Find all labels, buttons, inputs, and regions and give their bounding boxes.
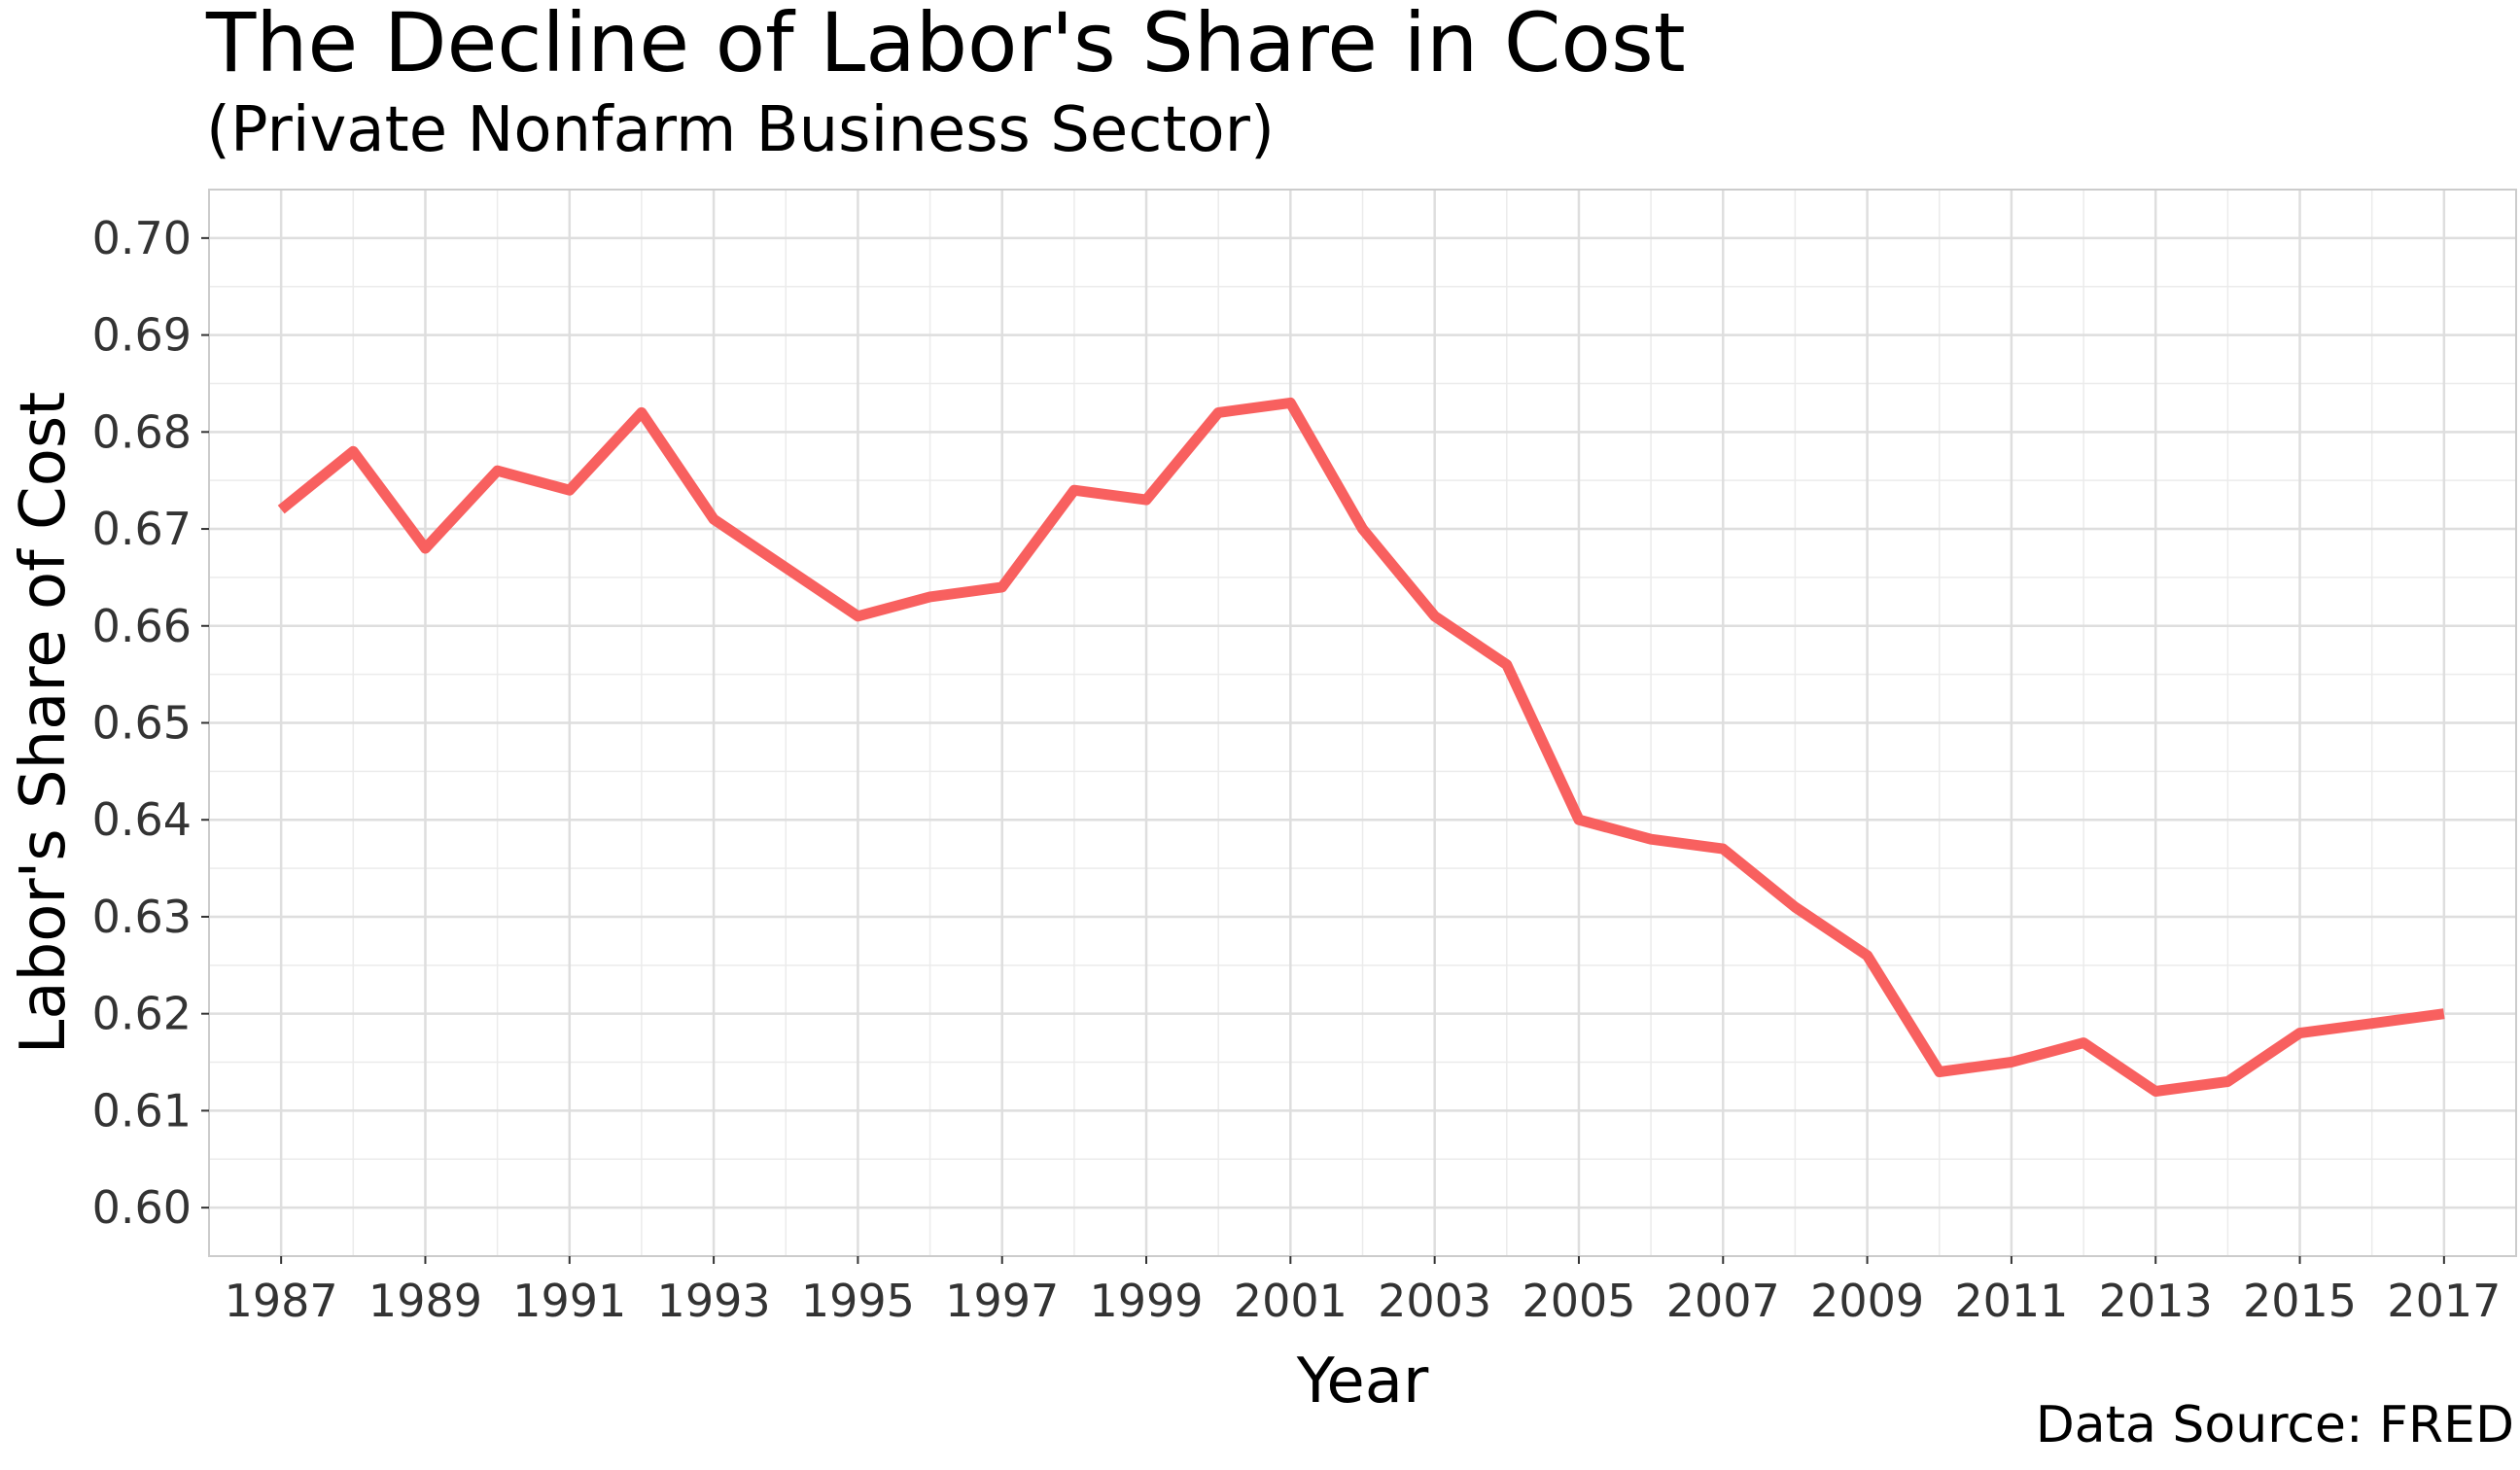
chart-subtitle: (Private Nonfarm Business Sector) [206,94,1275,166]
y-tick-label: 0.63 [92,891,192,943]
x-tick-label: 1999 [1089,1275,1203,1327]
x-tick-label: 1997 [945,1275,1059,1327]
y-tick-label: 0.64 [92,793,192,846]
y-tick-label: 0.60 [92,1181,192,1234]
y-tick-label: 0.65 [92,697,192,750]
series-layer [277,397,2445,1097]
y-axis-title: Labor's Share of Cost [8,392,80,1055]
x-tick-label: 1993 [657,1275,771,1327]
x-tick-label: 2015 [2243,1275,2357,1327]
data-source-caption: Data Source: FRED [2035,1396,2514,1454]
y-tick-label: 0.66 [92,600,192,652]
y-tick-label: 0.67 [92,503,192,555]
x-tick-label: 2009 [1810,1275,1924,1327]
chart-title: The Decline of Labor's Share in Cost [206,0,1686,90]
x-tick-label: 2001 [1234,1275,1348,1327]
x-tick-label: 1995 [801,1275,915,1327]
x-tick-label: 2005 [1522,1275,1635,1327]
x-axis-tick-labels: 1987 1989 1991 1993 1995 1997 1999 2001 2003 2005… [225,1275,2502,1327]
y-tick-label: 0.62 [92,988,192,1040]
axis-ticks [201,236,2445,1264]
x-tick-label: 1987 [225,1275,338,1327]
y-tick-label: 0.68 [92,405,192,458]
x-tick-label: 2013 [2099,1275,2213,1327]
x-tick-label: 2017 [2387,1275,2501,1327]
x-tick-label: 1991 [512,1275,626,1327]
y-axis-tick-labels: 0.60 0.61 0.62 0.63 0.64 0.65 0.66 0.67 0.68 0.69… [92,212,192,1234]
x-axis-title: Year [1296,1346,1429,1418]
y-tick-label: 0.61 [92,1084,192,1137]
y-tick-label: 0.70 [92,212,192,264]
labor-share-line [277,397,2445,1097]
y-tick-label: 0.69 [92,309,192,362]
x-tick-label: 2007 [1666,1275,1780,1327]
x-tick-label: 2003 [1378,1275,1491,1327]
major-gridlines [209,190,2516,1256]
x-tick-label: 1989 [368,1275,482,1327]
x-tick-label: 2011 [1954,1275,2068,1327]
